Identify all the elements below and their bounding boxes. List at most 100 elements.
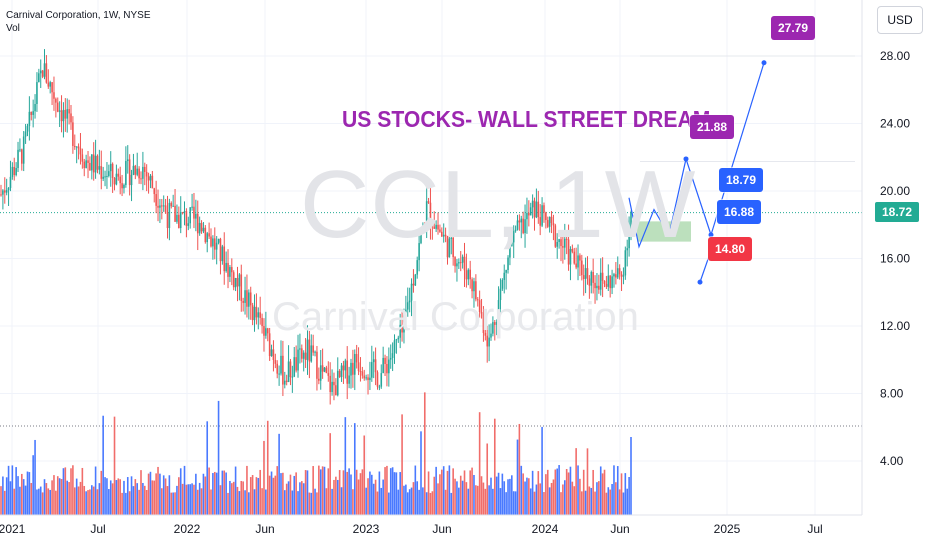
volume-bar xyxy=(126,477,129,515)
volume-bar xyxy=(618,489,621,515)
candle-body xyxy=(348,375,350,384)
currency-button[interactable]: USD xyxy=(877,6,923,34)
candle-body xyxy=(234,277,237,288)
candle-body xyxy=(584,268,587,279)
candle-body xyxy=(393,340,396,354)
volume-bar xyxy=(314,488,316,515)
volume-bar xyxy=(520,465,523,515)
candle-body xyxy=(469,269,471,280)
candle-body xyxy=(563,238,566,248)
volume-bar xyxy=(2,476,4,515)
candle-body xyxy=(482,313,485,334)
volume-bar xyxy=(528,478,530,515)
candle-body xyxy=(287,361,290,382)
candle-body xyxy=(427,201,430,203)
volume-bar xyxy=(388,492,390,515)
candle-body xyxy=(401,324,403,333)
volume-bar xyxy=(109,480,112,515)
candle-body xyxy=(388,359,390,374)
volume-bar xyxy=(601,473,604,515)
candle-body xyxy=(543,205,545,213)
target-tag-1[interactable]: 27.79 xyxy=(771,16,816,40)
symbol-title[interactable]: Carnival Corporation, 1W, NYSE xyxy=(6,10,151,21)
volume-bar xyxy=(579,478,581,515)
candle-body xyxy=(123,184,125,189)
price-tick-label: 28.00 xyxy=(880,49,910,63)
candle-body xyxy=(518,220,521,223)
candle-body xyxy=(299,348,301,350)
volume-bar xyxy=(41,492,44,515)
candle-body xyxy=(386,364,388,374)
volume-bar xyxy=(507,479,509,515)
volume-bar xyxy=(185,484,188,515)
volume-bar xyxy=(454,478,456,515)
volume-bar xyxy=(545,474,547,515)
volume-bar xyxy=(276,466,279,515)
candle-body xyxy=(592,271,594,283)
volume-bar xyxy=(384,467,386,515)
volume-bar xyxy=(244,490,246,515)
candle-body xyxy=(244,290,246,303)
candle-body xyxy=(596,285,598,289)
volume-bar xyxy=(213,471,216,515)
candle-body xyxy=(374,359,377,373)
volume-bar xyxy=(592,469,594,515)
volume-bar xyxy=(7,465,10,515)
volume-bar xyxy=(620,473,623,515)
candle-body xyxy=(501,279,504,289)
volume-bar xyxy=(316,492,318,515)
candle-body xyxy=(115,173,118,185)
volume-bar xyxy=(0,486,2,515)
volume-bar xyxy=(340,487,343,515)
candle-body xyxy=(452,237,454,258)
volume-bar xyxy=(64,467,67,515)
volume-bar xyxy=(554,469,557,515)
volume-bar xyxy=(178,477,180,515)
volume-bar xyxy=(212,473,214,515)
candle-body xyxy=(590,271,593,286)
volume-bar xyxy=(302,483,305,515)
volume-bar xyxy=(172,492,174,515)
volume-bar xyxy=(599,466,602,515)
volume-bar xyxy=(200,488,203,515)
candle-body xyxy=(213,238,216,250)
candle-body xyxy=(283,380,286,385)
volume-bar xyxy=(361,469,364,515)
volume-bar xyxy=(187,484,190,515)
volume-bar xyxy=(75,478,78,515)
candle-body xyxy=(89,162,91,171)
volume-bar xyxy=(98,483,101,515)
volume-bar xyxy=(352,489,354,515)
volume-bar xyxy=(81,467,84,515)
volume-bar xyxy=(495,476,498,515)
volume-bar xyxy=(11,465,14,515)
target-tag-2[interactable]: 21.88 xyxy=(690,115,735,139)
candle-body xyxy=(329,375,331,393)
target-tag-3[interactable]: 18.79 xyxy=(719,168,764,192)
volume-bar xyxy=(318,465,320,515)
volume-bar xyxy=(571,481,574,515)
chart-header: Carnival Corporation, 1W, NYSE Vol xyxy=(6,9,151,35)
price-axis[interactable]: 28.00 24.00 20.00 16.00 12.00 8.00 4.00 xyxy=(861,0,910,515)
volume-bar xyxy=(38,488,40,515)
volume-bar xyxy=(232,481,235,515)
candle-body xyxy=(249,292,252,306)
volume-bar xyxy=(231,483,233,515)
volume-bar xyxy=(535,484,538,515)
candle-body xyxy=(47,82,50,87)
volume-bar xyxy=(236,486,239,515)
volume-bar xyxy=(287,481,290,515)
candle-body xyxy=(408,300,411,303)
candle-body xyxy=(524,219,526,234)
target-tag-4[interactable]: 16.88 xyxy=(717,200,762,224)
volume-bar xyxy=(492,488,494,515)
volume-label[interactable]: Vol xyxy=(6,23,20,34)
candle-body xyxy=(406,302,409,310)
time-axis[interactable]: 2021 Jul 2022 Jun 2023 Jun 2024 Jun 2025 Jul xyxy=(0,514,862,536)
volume-bar xyxy=(5,477,8,515)
candle-body xyxy=(242,300,244,303)
volume-bar xyxy=(204,476,207,515)
volume-bar xyxy=(85,491,87,515)
target-tag-5[interactable]: 14.80 xyxy=(708,237,753,261)
